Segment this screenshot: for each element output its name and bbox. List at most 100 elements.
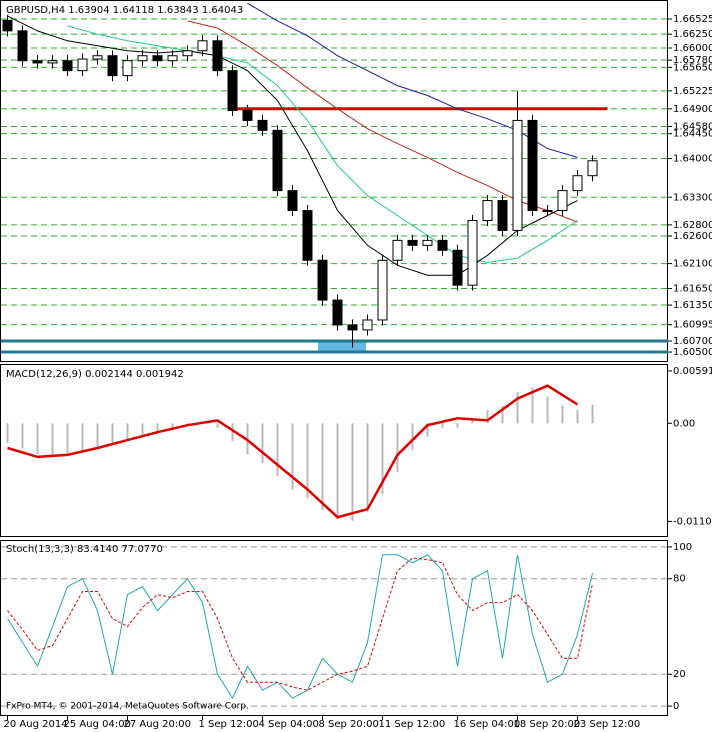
macd-bar xyxy=(381,423,384,495)
candle-body xyxy=(92,55,103,60)
macd-bar xyxy=(351,423,354,521)
candle-body xyxy=(242,109,253,121)
footer: FxPro MT4, © 2001-2014, MetaQuotes Softw… xyxy=(6,702,249,712)
x-tick-label: 4 Sep 04:00 xyxy=(259,719,319,730)
macd-bar xyxy=(291,423,294,490)
x-tick-label: 8 Sep 20:00 xyxy=(319,719,379,730)
candle-body xyxy=(362,319,373,331)
price-panel xyxy=(0,0,668,362)
candle-body xyxy=(287,190,298,212)
candle-body xyxy=(107,55,118,77)
y-tick-label: 1.60995 xyxy=(673,320,712,331)
indicator-line xyxy=(7,557,593,691)
macd-bar xyxy=(396,423,399,473)
candle-body xyxy=(257,119,268,131)
macd-bar xyxy=(51,423,54,456)
macd-bar xyxy=(141,423,144,438)
indicator-line xyxy=(7,15,578,276)
y-tick-label: 20 xyxy=(673,669,686,680)
y-tick-label: 1.60700 xyxy=(673,336,712,347)
macd-bar xyxy=(366,423,369,512)
macd-bar xyxy=(531,387,534,424)
macd-bar xyxy=(6,423,9,443)
candle-body xyxy=(2,19,13,32)
y-tick-label: 1.64000 xyxy=(673,154,712,165)
candle-body xyxy=(77,58,88,72)
macd-bar xyxy=(411,423,414,450)
macd-panel xyxy=(0,364,668,537)
candle-body xyxy=(467,219,478,286)
macd-bar xyxy=(111,423,114,445)
macd-bar xyxy=(561,405,564,424)
y-tick-label: 1.65780 xyxy=(673,55,712,66)
candle-body xyxy=(377,259,388,321)
candle-body xyxy=(392,239,403,261)
candle-body xyxy=(422,239,433,246)
y-tick-label: 100 xyxy=(673,542,692,553)
candle-body xyxy=(572,175,583,192)
candle-body xyxy=(137,55,148,62)
macd-bar xyxy=(96,423,99,447)
y-tick-label: -0.011069 xyxy=(673,516,712,527)
y-tick-label: 1.63300 xyxy=(673,192,712,203)
candle-body xyxy=(17,30,28,62)
y-tick-label: 1.64900 xyxy=(673,104,712,115)
candle-body xyxy=(122,60,133,77)
y-tick-label: 1.65650 xyxy=(673,62,712,73)
price-title: GBPUSD,H4 1.63904 1.64118 1.63843 1.6404… xyxy=(6,5,243,16)
macd-bar xyxy=(21,423,24,449)
macd-bar xyxy=(231,423,234,442)
y-tick-label: 1.62600 xyxy=(673,231,712,242)
candle-body xyxy=(47,60,58,64)
y-tick-label: 1.65225 xyxy=(673,86,712,97)
x-tick-label: 20 Aug 2014 xyxy=(4,719,68,730)
candle-body xyxy=(227,70,238,111)
y-tick-label: 80 xyxy=(673,574,686,585)
y-tick-label: 1.61350 xyxy=(673,300,712,311)
macd-bar xyxy=(36,423,39,455)
indicator-line xyxy=(67,25,578,264)
macd-title: MACD(12,26,9) 0.002144 0.001942 xyxy=(6,369,184,380)
candle-body xyxy=(482,200,493,221)
x-tick-label: 23 Sep 12:00 xyxy=(574,719,641,730)
macd-bar xyxy=(171,423,174,431)
x-tick-label: 25 Aug 04:00 xyxy=(64,719,131,730)
y-tick-label: 1.60500 xyxy=(673,347,712,358)
candle-body xyxy=(512,119,523,231)
y-tick-label: 1.62100 xyxy=(673,259,712,270)
macd-bar xyxy=(501,405,504,424)
y-tick-label: 1.66250 xyxy=(673,29,712,40)
y-tick-label: 1.66525 xyxy=(673,14,712,25)
x-tick-label: 16 Sep 04:00 xyxy=(454,719,521,730)
candle-body xyxy=(62,60,73,72)
macd-bar xyxy=(486,410,489,424)
candle-body xyxy=(557,190,568,212)
macd-bar xyxy=(516,392,519,424)
y-tick-label: 1.62800 xyxy=(673,220,712,231)
macd-bar xyxy=(426,423,429,437)
y-tick-label: 0 xyxy=(673,701,679,712)
candle-body xyxy=(197,40,208,52)
y-tick-label: 1.66000 xyxy=(673,43,712,54)
candle-body xyxy=(32,60,43,64)
y-tick-label: 0.005912 xyxy=(673,366,712,377)
macd-bar xyxy=(66,423,69,454)
candle-body xyxy=(182,50,193,57)
candle-body xyxy=(167,55,178,62)
macd-bar xyxy=(546,396,549,424)
macd-bar xyxy=(576,410,579,424)
candle-body xyxy=(587,160,598,177)
x-tick-label: 27 Aug 20:00 xyxy=(124,719,191,730)
macd-bar xyxy=(591,404,594,424)
candle-body xyxy=(152,55,163,62)
y-tick-label: 0.00 xyxy=(673,418,695,429)
candle-body xyxy=(347,324,358,331)
candle-body xyxy=(272,129,283,192)
macd-bar xyxy=(471,418,474,424)
candle-body xyxy=(302,210,313,261)
indicator-line xyxy=(7,384,579,519)
stoch-panel xyxy=(0,540,668,716)
candle-body xyxy=(527,119,538,212)
x-tick-label: 1 Sep 12:00 xyxy=(199,719,259,730)
